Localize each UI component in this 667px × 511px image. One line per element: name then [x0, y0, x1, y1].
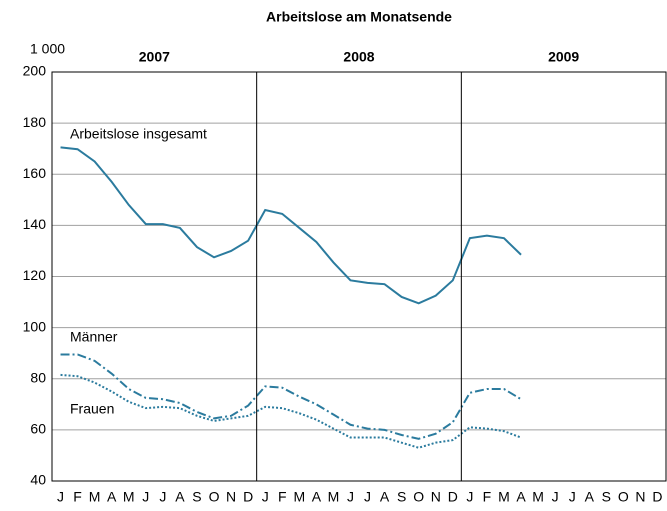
y-tick-label: 120: [23, 267, 47, 283]
y-tick-label: 60: [30, 421, 46, 437]
series-line: [60, 353, 522, 440]
y-tick-label: 160: [23, 165, 47, 181]
x-tick-label: F: [73, 489, 82, 505]
x-tick-label: F: [278, 489, 287, 505]
x-tick-label: J: [552, 489, 559, 505]
x-tick-label: J: [569, 489, 576, 505]
y-tick-label: 40: [30, 472, 46, 488]
x-tick-label: M: [89, 489, 101, 505]
x-tick-label: A: [312, 489, 322, 505]
series-line: [60, 146, 522, 305]
x-tick-label: F: [483, 489, 492, 505]
x-tick-label: J: [159, 489, 166, 505]
x-tick-label: S: [397, 489, 406, 505]
x-tick-label: A: [175, 489, 185, 505]
x-tick-label: J: [142, 489, 149, 505]
x-tick-label: M: [328, 489, 340, 505]
x-tick-label: N: [635, 489, 645, 505]
y-tick-label: 200: [23, 63, 47, 79]
x-tick-label: J: [347, 489, 354, 505]
x-tick-label: A: [585, 489, 595, 505]
chart-title: Arbeitslose am Monatsende: [266, 9, 452, 25]
series-label: Arbeitslose insgesamt: [70, 126, 207, 142]
y-tick-label: 180: [23, 114, 47, 130]
x-tick-label: J: [364, 489, 371, 505]
series-line: [60, 373, 522, 449]
x-tick-label: A: [107, 489, 117, 505]
x-tick-label: D: [652, 489, 662, 505]
x-tick-label: N: [431, 489, 441, 505]
x-tick-label: M: [293, 489, 305, 505]
x-tick-label: D: [448, 489, 458, 505]
y-tick-label: 100: [23, 318, 47, 334]
series-label: Frauen: [70, 401, 114, 417]
x-tick-label: A: [516, 489, 526, 505]
x-tick-label: M: [498, 489, 510, 505]
x-tick-label: S: [192, 489, 201, 505]
x-tick-label: D: [243, 489, 253, 505]
x-tick-label: J: [57, 489, 64, 505]
x-tick-label: M: [532, 489, 544, 505]
x-tick-label: S: [602, 489, 611, 505]
x-tick-label: A: [380, 489, 390, 505]
x-tick-label: O: [618, 489, 629, 505]
x-tick-label: J: [466, 489, 473, 505]
x-tick-label: O: [413, 489, 424, 505]
x-tick-label: O: [209, 489, 220, 505]
x-tick-label: M: [123, 489, 135, 505]
plot: [60, 146, 522, 449]
x-tick-label: J: [262, 489, 269, 505]
unit-label: 1 000: [30, 41, 65, 57]
year-label: 2009: [548, 49, 579, 65]
x-tick-label: N: [226, 489, 236, 505]
y-tick-label: 80: [30, 369, 46, 385]
series-label: Männer: [70, 329, 118, 345]
y-tick-label: 140: [23, 216, 47, 232]
year-label: 2007: [139, 49, 170, 65]
year-label: 2008: [343, 49, 374, 65]
plot-frame: [51, 71, 667, 482]
